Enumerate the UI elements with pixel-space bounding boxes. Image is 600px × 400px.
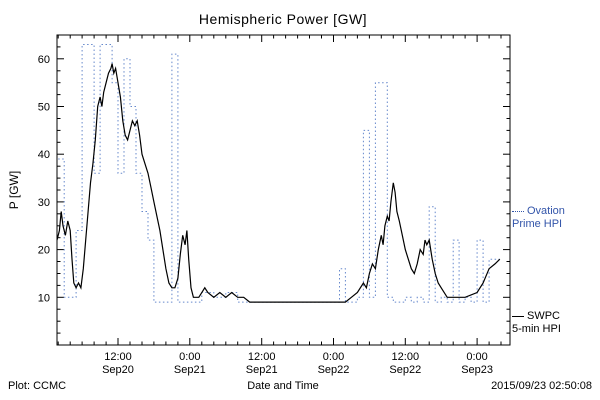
legend-ovation-label-2: Prime HPI — [512, 218, 563, 230]
legend-swpc-label-1: SWPC — [527, 310, 560, 322]
svg-text:10: 10 — [38, 292, 50, 304]
svg-text:12:00: 12:00 — [248, 351, 276, 363]
svg-text:Sep22: Sep22 — [318, 364, 350, 376]
svg-text:12:00: 12:00 — [392, 351, 420, 363]
generation-timestamp: 2015/09/23 02:50:08 — [491, 380, 592, 392]
x-axis-title: Date and Time — [247, 380, 319, 392]
ovation-line-swatch — [512, 210, 524, 212]
legend-swpc-label-2: 5-min HPI — [512, 323, 561, 335]
svg-text:12:00: 12:00 — [104, 351, 132, 363]
svg-text:40: 40 — [38, 149, 50, 161]
svg-text:Sep23: Sep23 — [461, 364, 493, 376]
svg-text:0:00: 0:00 — [466, 351, 487, 363]
swpc-line-swatch — [512, 315, 524, 317]
chart-title: Hemispheric Power [GW] — [198, 11, 368, 27]
svg-text:0:00: 0:00 — [179, 351, 200, 363]
svg-text:20: 20 — [38, 245, 50, 257]
svg-text:60: 60 — [38, 54, 50, 66]
svg-text:Sep22: Sep22 — [389, 364, 421, 376]
legend-swpc: SWPC 5-min HPI — [512, 310, 600, 336]
svg-text:50: 50 — [38, 102, 50, 114]
svg-text:Sep21: Sep21 — [174, 364, 206, 376]
legend-ovation-label-1: Ovation — [527, 205, 565, 217]
svg-text:Sep20: Sep20 — [102, 364, 134, 376]
y-axis-label: P [GW] — [7, 170, 21, 210]
svg-text:0:00: 0:00 — [323, 351, 344, 363]
svg-text:30: 30 — [38, 197, 50, 209]
svg-text:Sep21: Sep21 — [246, 364, 278, 376]
legend-ovation: Ovation Prime HPI — [512, 205, 600, 231]
plot-source-label: Plot: CCMC — [8, 380, 67, 392]
